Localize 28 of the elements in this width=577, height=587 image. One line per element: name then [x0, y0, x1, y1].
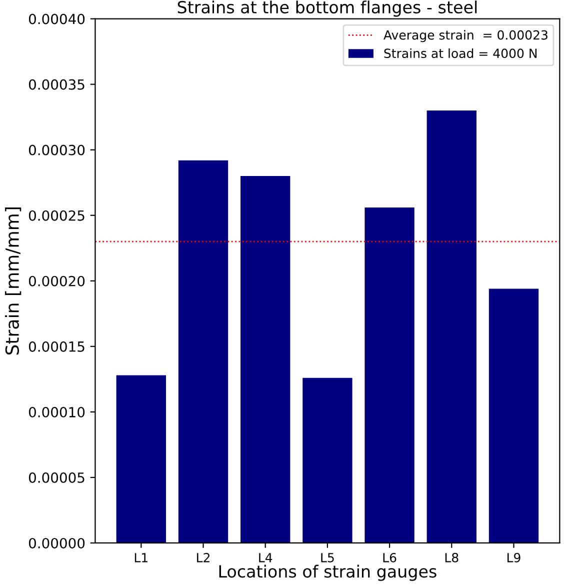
x-axis-title: Locations of strain gauges [219, 564, 436, 581]
legend-label: Strains at load = 4000 N [384, 48, 537, 58]
y-tick-label: 0.00005 [28, 472, 84, 483]
y-tick-label: 0.00015 [28, 341, 84, 352]
y-tick-label: 0.00020 [28, 276, 85, 286]
y-tick-label: 0.00010 [28, 406, 85, 418]
y-tick-label: 0.00030 [28, 144, 85, 156]
bar [302, 378, 352, 543]
x-tick-label: L2 [197, 552, 210, 562]
bar [240, 176, 290, 543]
x-tick-label: L8 [445, 552, 458, 562]
legend-label: Average strain = 0.00023 [384, 30, 548, 42]
bar [488, 288, 539, 543]
y-axis-title: Strain [mm/mm] [5, 208, 22, 355]
chart-title: Strains at the bottom flanges - steel [178, 0, 477, 17]
bar [116, 375, 166, 543]
x-tick-label: L1 [134, 553, 148, 562]
y-tick-label: 0.00000 [28, 538, 85, 548]
bar [178, 160, 228, 543]
x-tick-label: L9 [508, 552, 520, 562]
y-tick-label: 0.00035 [28, 79, 84, 90]
y-tick-label: 0.00025 [28, 210, 84, 221]
y-tick-label: 0.00040 [28, 14, 85, 24]
x-tick-label: L5 [321, 553, 334, 562]
bar [364, 207, 414, 543]
bar [426, 110, 476, 543]
x-tick-label: L6 [383, 552, 396, 562]
x-tick-label: L4 [259, 553, 272, 562]
